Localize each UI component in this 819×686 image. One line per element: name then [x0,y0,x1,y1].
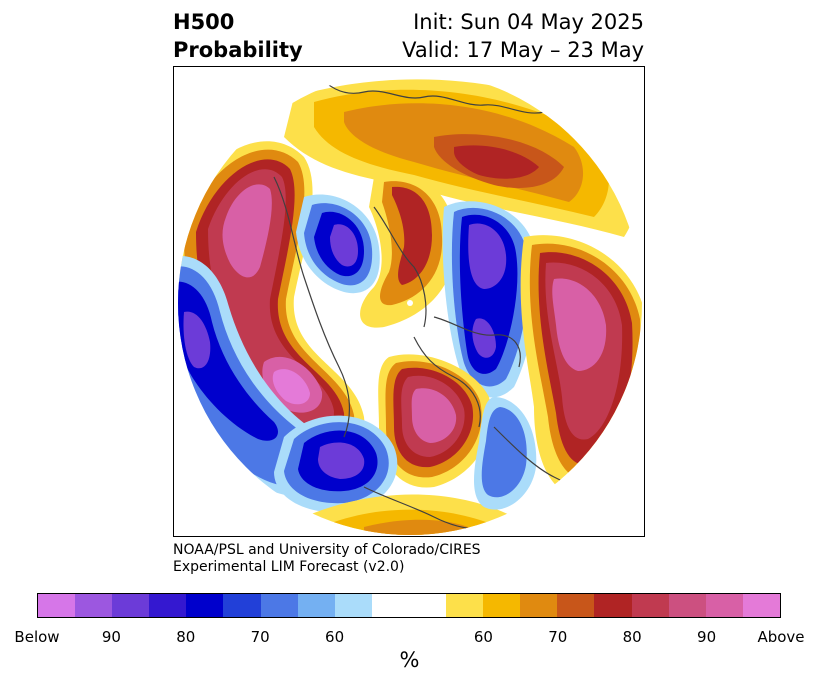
colorbar-segment [223,594,261,617]
title-quantity: Probability [173,38,303,62]
tick-above-90: 90 [697,628,717,646]
title-variable: H500 [173,10,235,34]
tick-below-90: 90 [101,628,121,646]
colorbar-segment [112,594,150,617]
colorbar-segment [520,594,558,617]
tick-below-70: 70 [250,628,270,646]
anomaly-below-southeast [474,397,537,510]
colorbar-segment [297,594,335,617]
colorbar-segment [594,594,632,617]
credit-line-1: NOAA/PSL and University of Colorado/CIRE… [173,542,481,558]
colorbar-segment [483,594,521,617]
anomaly-above-pacific [178,141,365,457]
colorbar-segment [186,594,224,617]
tick-below-80: 80 [176,628,196,646]
tick-below: Below [14,628,60,646]
anomaly-below-canada [296,194,380,294]
colorbar-segment [38,594,76,617]
tick-above-70: 70 [548,628,568,646]
map-credit: NOAA/PSL and University of Colorado/CIRE… [173,542,481,576]
title-left: H500 Probability [173,8,303,64]
colorbar [37,593,781,618]
map-svg [178,71,642,535]
colorbar-segment [75,594,113,617]
colorbar-segment [371,594,447,617]
credit-line-2: Experimental LIM Forecast (v2.0) [173,559,405,575]
tick-above: Above [757,628,805,646]
colorbar-ticks: Below 90 80 70 60 60 70 80 90 Above [0,628,819,648]
colorbar-segment [260,594,298,617]
colorbar-segment [557,594,595,617]
probability-field [178,71,642,535]
colorbar-segment [446,594,484,617]
colorbar-segment [149,594,187,617]
anomaly-above-arctic [284,79,638,237]
title-right: Init: Sun 04 May 2025 Valid: 17 May – 23… [402,8,644,64]
tick-above-60: 60 [473,628,493,646]
anomaly-above-atlantic [378,354,492,488]
init-date: Init: Sun 04 May 2025 [413,10,644,34]
valid-range: Valid: 17 May – 23 May [402,38,644,62]
anomaly-below-europe [442,201,538,398]
tick-above-80: 80 [622,628,642,646]
colorbar-segment [742,594,780,617]
colorbar-segment [631,594,669,617]
colorbar-segment [668,594,706,617]
tick-below-60: 60 [325,628,345,646]
colorbar-unit: % [399,648,420,672]
colorbar-segment [334,594,372,617]
anomaly-above-central [360,174,455,328]
colorbar-segment [705,594,743,617]
polar-map [173,66,645,537]
